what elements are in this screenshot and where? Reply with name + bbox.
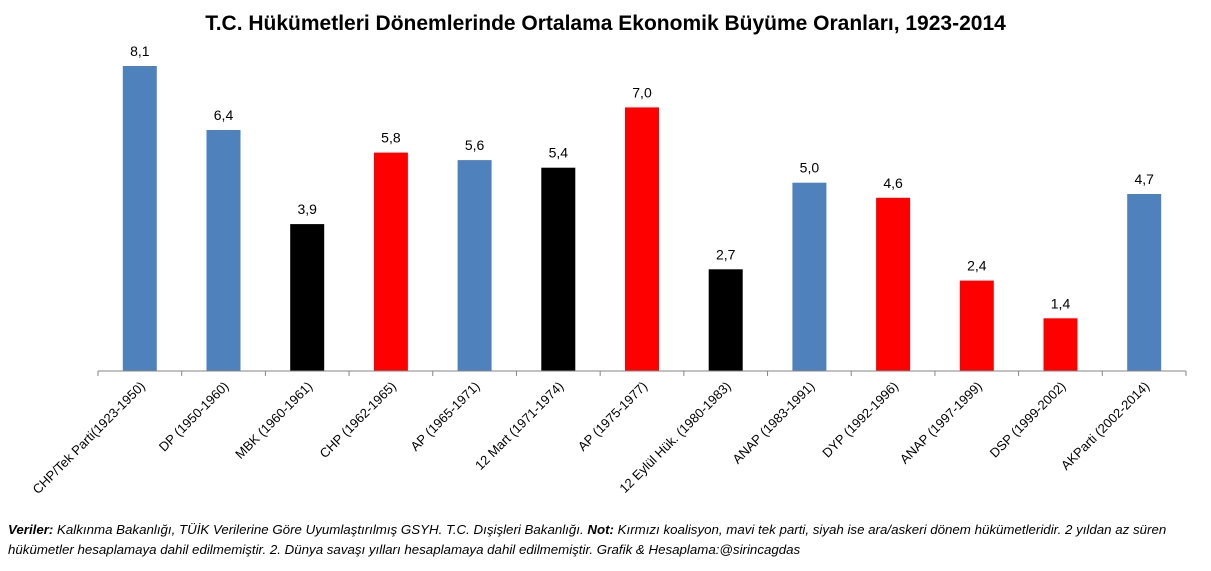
bar [792,182,827,371]
x-tick-label: CHP (1962-1965) [317,379,399,461]
x-tick-label: ANAP (1983-1991) [729,379,817,467]
bar [959,280,994,371]
x-tick-label: 12 Mart (1971-1974) [472,379,566,473]
x-tick-label: DYP (1992-1996) [819,379,901,461]
bar [876,197,911,371]
data-label: 3,9 [297,201,317,217]
footnote-note-label: Not: [587,522,614,537]
data-label: 4,7 [1134,171,1154,187]
x-tick-label: AP (1975-1977) [575,379,650,454]
bar [1127,194,1162,371]
data-label: 8,1 [130,43,150,59]
data-label: 5,0 [800,160,820,176]
data-label: 4,6 [883,175,903,191]
bar [1043,318,1078,371]
bar [373,152,408,371]
data-label: 5,8 [381,130,401,146]
footnote-sources-text: Kalkınma Bakanlığı, TÜİK Verilerine Göre… [53,522,588,537]
x-tick-label: AKParti (2002-2014) [1058,379,1152,473]
bar [708,269,743,371]
labels-layer: 8,1 CHP/Tek Parti(1923-1950) 6,4 DP (1950-1… [30,43,1155,497]
x-tick-label: AP (1965-1971) [407,379,482,454]
x-tick-label: DP (1950-1960) [156,379,232,455]
bar [290,224,325,371]
x-ticks-layer [97,371,1187,376]
x-tick-label: MBK (1960-1961) [232,379,315,462]
data-label: 2,4 [967,258,987,274]
bar [122,66,157,371]
data-label: 6,4 [214,107,234,123]
data-label: 7,0 [632,84,652,100]
x-tick-label: CHP/Tek Parti(1923-1950) [30,379,148,497]
data-label: 5,4 [549,145,569,161]
footnote: Veriler: Kalkınma Bakanlığı, TÜİK Verile… [8,520,1203,560]
footnote-note-text: Kırmızı koalisyon, mavi tek parti, siyah… [8,522,1167,557]
footnote-sources-label: Veriler: [8,522,54,537]
chart-title: T.C. Hükümetleri Dönemlerinde Ortalama E… [205,12,1006,35]
bar [625,107,659,372]
data-label: 2,7 [716,246,736,262]
x-tick-label: DSP (1999-2002) [987,379,1069,461]
data-label: 5,6 [465,137,485,153]
bar [541,167,576,371]
bar-chart: 8,1 CHP/Tek Parti(1923-1950) 6,4 DP (1950-1… [30,43,1187,497]
data-label: 1,4 [1051,295,1071,311]
bar [206,130,241,371]
x-tick-label: ANAP (1997-1999) [897,379,985,467]
bar [457,160,492,371]
bars-layer [122,66,1162,372]
